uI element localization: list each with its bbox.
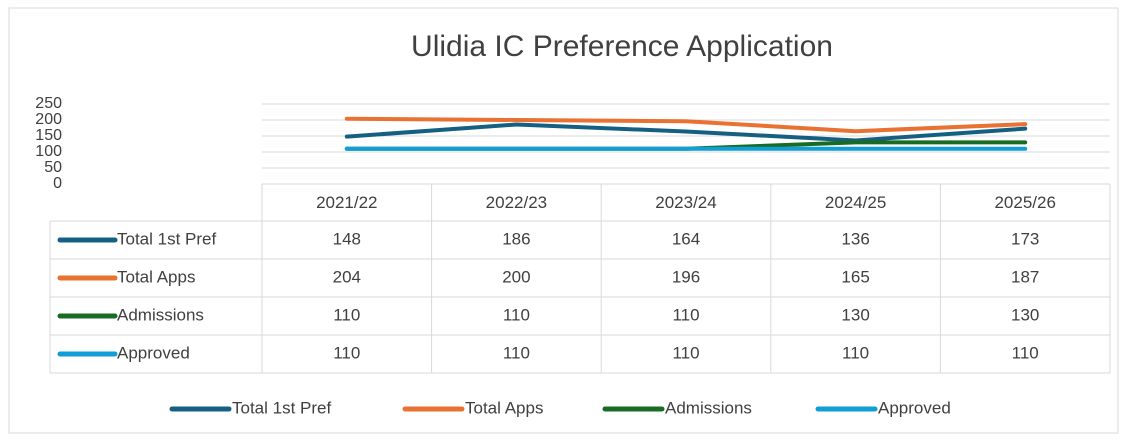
legend-label: Approved xyxy=(878,398,951,417)
table-cell: 110 xyxy=(842,343,869,362)
legend-label: Total 1st Pref xyxy=(232,398,331,417)
y-tick-label: 100 xyxy=(35,143,62,160)
y-tick-label: 250 xyxy=(35,95,62,112)
legend-label: Total Apps xyxy=(465,398,543,417)
x-tick-label: 2023/24 xyxy=(655,193,716,212)
table-cell: 110 xyxy=(333,305,360,324)
table-cell: 110 xyxy=(672,343,699,362)
table-row-label: Total 1st Pref xyxy=(117,229,216,248)
table-cell: 204 xyxy=(333,267,361,286)
table-cell: 173 xyxy=(1011,229,1039,248)
table-cell: 164 xyxy=(672,229,700,248)
table-cell: 136 xyxy=(841,229,869,248)
table-cell: 110 xyxy=(333,343,360,362)
table-cell: 200 xyxy=(502,267,530,286)
table-cell: 130 xyxy=(1011,305,1039,324)
table-cell: 187 xyxy=(1011,267,1039,286)
table-cell: 186 xyxy=(502,229,530,248)
x-tick-label: 2024/25 xyxy=(825,193,886,212)
table-cell: 110 xyxy=(503,343,530,362)
table-cell: 130 xyxy=(841,305,869,324)
table-row-label: Approved xyxy=(117,343,190,362)
x-tick-label: 2025/26 xyxy=(994,193,1055,212)
series-line xyxy=(344,122,1028,143)
x-tick-label: 2021/22 xyxy=(316,193,377,212)
x-tick-label: 2022/23 xyxy=(486,193,547,212)
series-line xyxy=(344,116,1028,134)
table-cell: 165 xyxy=(841,267,869,286)
table-cell: 148 xyxy=(333,229,361,248)
table-row-label: Admissions xyxy=(117,305,204,324)
y-tick-label: 200 xyxy=(35,111,62,128)
y-tick-label: 0 xyxy=(53,175,62,192)
y-tick-label: 50 xyxy=(44,159,62,176)
legend-label: Admissions xyxy=(665,398,752,417)
table-cell: 110 xyxy=(503,305,530,324)
table-row-label: Total Apps xyxy=(117,267,195,286)
table-cell: 110 xyxy=(672,305,699,324)
table-cell: 196 xyxy=(672,267,700,286)
chart-title: Ulidia IC Preference Application xyxy=(411,30,833,63)
y-tick-label: 150 xyxy=(35,127,62,144)
table-cell: 110 xyxy=(1012,343,1039,362)
